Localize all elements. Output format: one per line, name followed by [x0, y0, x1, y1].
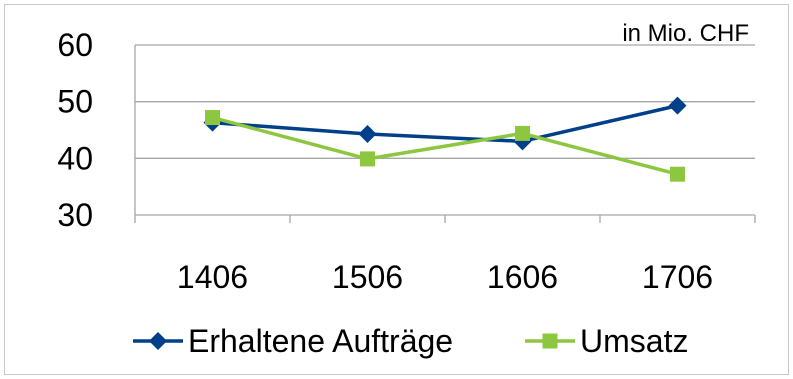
- x-tick-label-1506: 1506: [332, 259, 403, 295]
- data-point-1-2: [515, 125, 530, 141]
- x-tick-label-1606: 1606: [487, 259, 558, 295]
- legend-marker-0: [149, 332, 167, 350]
- data-point-1-3: [670, 166, 685, 182]
- series: [203, 96, 687, 182]
- series-1: [205, 110, 685, 182]
- data-point-0-1: [358, 124, 377, 143]
- legend-marker-1: [542, 333, 558, 349]
- data-point-1-1: [360, 151, 375, 167]
- y-tick-label-30: 30: [57, 197, 93, 233]
- unit-label: in Mio. CHF: [622, 20, 749, 47]
- x-tick-label-1706: 1706: [642, 259, 713, 295]
- x-tick-label-1406: 1406: [177, 259, 248, 295]
- y-tick-label-40: 40: [57, 140, 93, 176]
- legend-label-0: Erhaltene Aufträge: [188, 323, 453, 359]
- axes: [134, 45, 756, 223]
- legend-item-0: Erhaltene Aufträge: [133, 323, 453, 359]
- chart-frame: 30 40 50 60 1406 1506 1606 1706 in Mio. CHF Er…: [4, 4, 789, 375]
- y-tick-label-60: 60: [57, 27, 93, 63]
- legend: Erhaltene Aufträge Umsatz: [133, 323, 688, 359]
- legend-item-1: Umsatz: [525, 323, 688, 359]
- series-line-0: [212, 103, 678, 144]
- data-point-0-3: [668, 96, 687, 115]
- series-0: [203, 96, 687, 151]
- x-tick-labels: 1406 1506 1606 1706: [177, 259, 713, 295]
- y-tick-labels: 30 40 50 60: [57, 27, 93, 233]
- data-point-1-0: [205, 110, 220, 126]
- y-tick-label-50: 50: [57, 84, 93, 120]
- line-chart: 30 40 50 60 1406 1506 1606 1706 in Mio. CHF Er…: [57, 20, 756, 359]
- gridlines: [135, 44, 755, 159]
- series-line-1: [212, 115, 678, 176]
- legend-label-1: Umsatz: [580, 323, 688, 359]
